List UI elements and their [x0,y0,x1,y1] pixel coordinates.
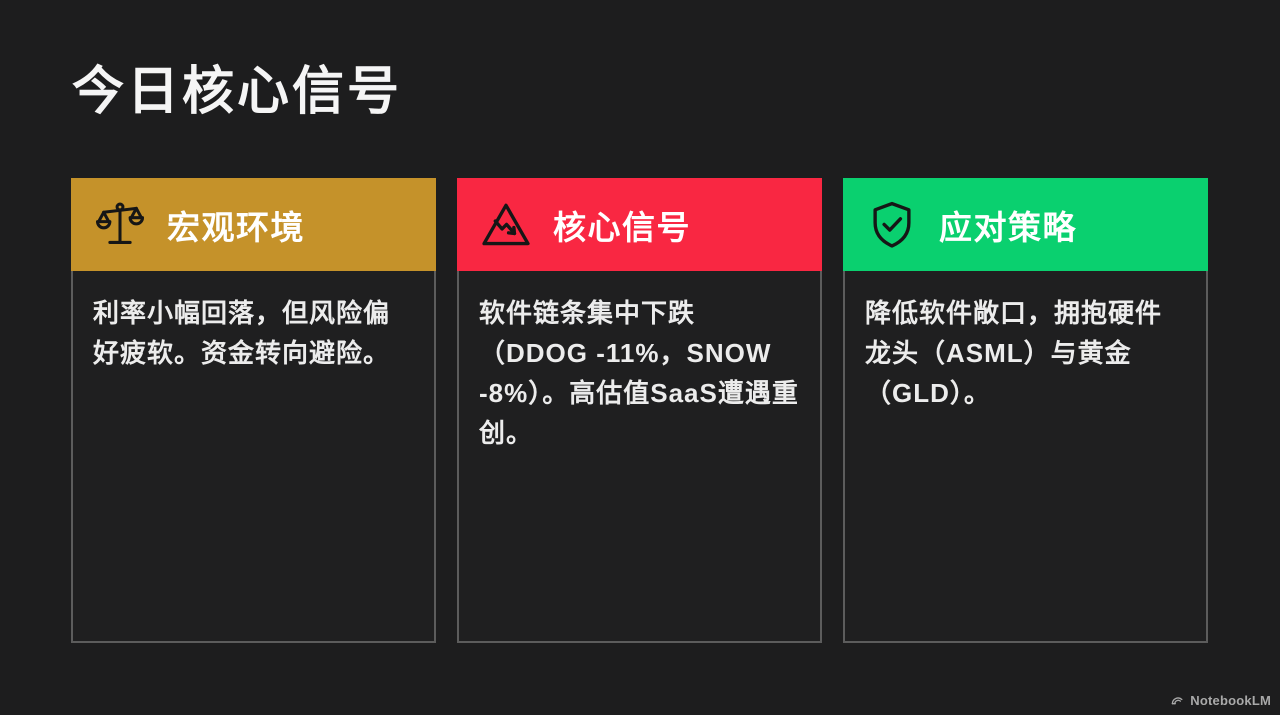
card-macro-text: 利率小幅回落，但风险偏好疲软。资金转向避险。 [93,298,391,368]
card-strategy-title: 应对策略 [939,208,1077,246]
card-strategy: 应对策略 降低软件敞口，拥抱硬件龙头（ASML）与黄金（GLD）。 [843,178,1208,643]
card-signal-body: 软件链条集中下跌（DDOG -11%，SNOW -8%）。高估值SaaS遭遇重创… [457,271,822,643]
card-row: 宏观环境 利率小幅回落，但风险偏好疲软。资金转向避险。 核心信号 软件链条集中 [71,178,1208,643]
shield-check-icon [865,198,919,252]
card-strategy-body: 降低软件敞口，拥抱硬件龙头（ASML）与黄金（GLD）。 [843,271,1208,643]
downtrend-warning-icon [479,198,533,252]
card-macro-title: 宏观环境 [167,208,305,246]
card-macro-header: 宏观环境 [71,178,436,271]
card-strategy-header: 应对策略 [843,178,1208,271]
balance-scale-icon [93,198,147,252]
notebooklm-label: NotebookLM [1190,693,1271,708]
page-title: 今日核心信号 [72,63,403,121]
card-macro-body: 利率小幅回落，但风险偏好疲软。资金转向避险。 [71,271,436,643]
card-signal-header: 核心信号 [457,178,822,271]
notebooklm-logo-icon [1170,693,1185,708]
card-strategy-text: 降低软件敞口，拥抱硬件龙头（ASML）与黄金（GLD）。 [865,298,1163,408]
card-signal-text: 软件链条集中下跌（DDOG -11%，SNOW -8%）。高估值SaaS遭遇重创… [479,298,799,448]
notebooklm-badge: NotebookLM [1170,693,1271,708]
card-signal-title: 核心信号 [553,208,691,246]
card-signal: 核心信号 软件链条集中下跌（DDOG -11%，SNOW -8%）。高估值Saa… [457,178,822,643]
card-macro: 宏观环境 利率小幅回落，但风险偏好疲软。资金转向避险。 [71,178,436,643]
